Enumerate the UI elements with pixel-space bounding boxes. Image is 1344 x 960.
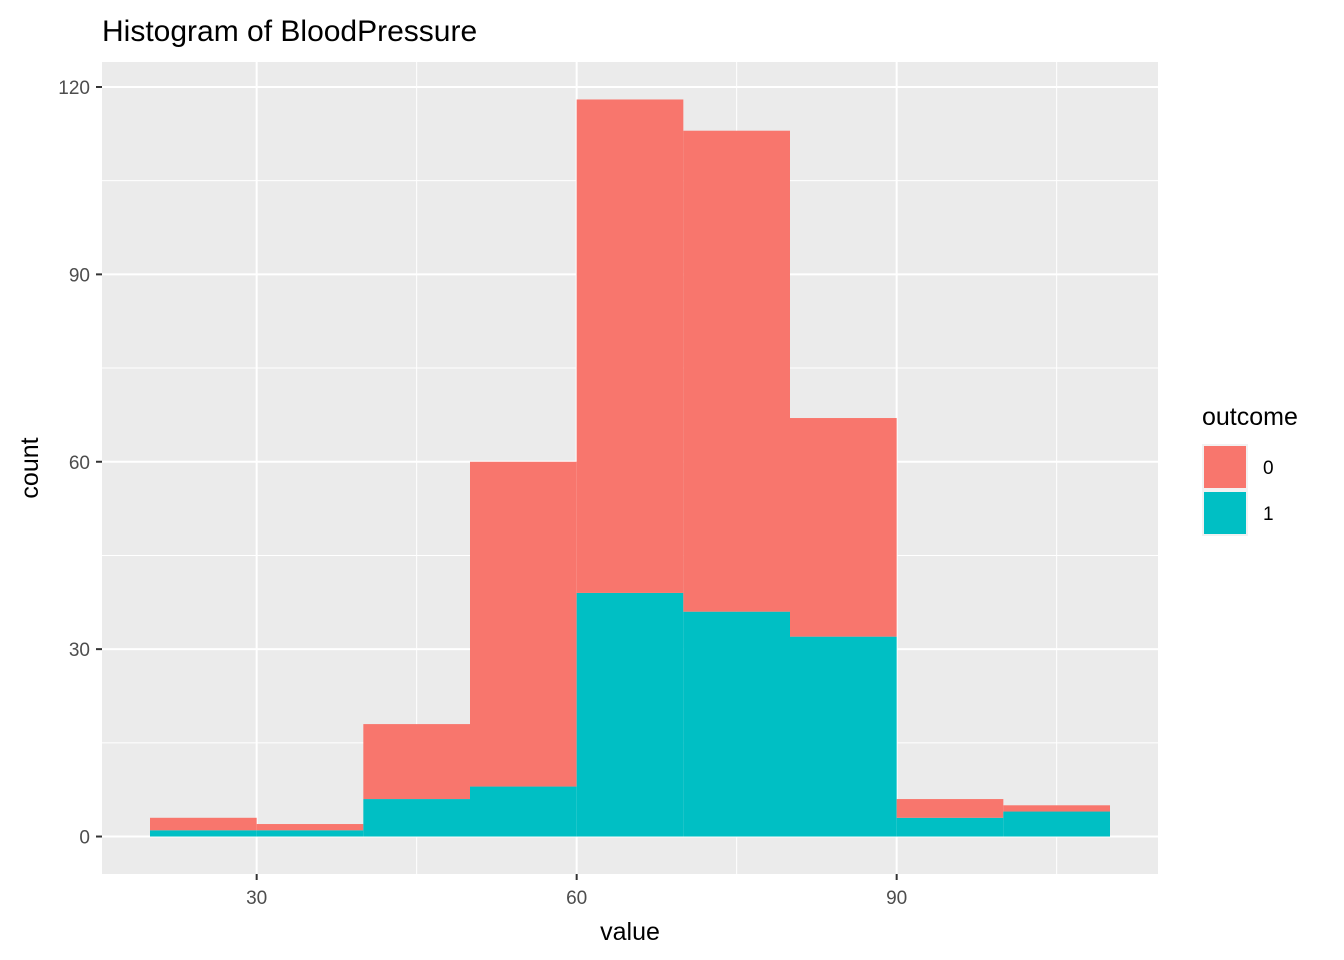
bar-outcome-1-bin-100 — [1003, 811, 1110, 837]
legend-title: outcome — [1202, 403, 1298, 431]
x-tick-label: 60 — [566, 888, 587, 909]
y-tick-label: 90 — [69, 265, 90, 286]
bar-outcome-1-bin-20 — [150, 830, 257, 837]
bar-outcome-0-bin-90 — [896, 799, 1004, 818]
legend: outcome 0 1 — [1202, 403, 1298, 536]
bar-outcome-0-bin-80 — [790, 418, 897, 637]
bar-outcome-0-bin-50 — [470, 461, 577, 787]
bar-outcome-1-bin-70 — [683, 611, 790, 837]
y-tick-label: 0 — [79, 828, 90, 849]
bar-outcome-0-bin-70 — [683, 130, 790, 612]
bar-outcome-1-bin-80 — [790, 636, 897, 837]
y-tick-label: 60 — [69, 453, 90, 474]
x-axis: 30 60 90 — [246, 874, 907, 909]
bar-outcome-1-bin-50 — [470, 786, 577, 837]
bar-outcome-1-bin-60 — [576, 592, 684, 837]
chart-title: Histogram of BloodPressure — [102, 15, 477, 48]
bar-outcome-0-bin-100 — [1003, 805, 1110, 812]
x-axis-title: value — [600, 918, 660, 946]
x-tick-label: 90 — [886, 888, 907, 909]
y-axis: 0 30 60 90 120 — [58, 78, 102, 849]
legend-label-1: 1 — [1263, 504, 1274, 525]
bar-outcome-0-bin-40 — [363, 724, 470, 800]
bar-outcome-0-bin-60 — [576, 99, 684, 593]
y-tick-label: 30 — [69, 640, 90, 661]
legend-swatch-0 — [1204, 446, 1246, 488]
y-tick-label: 120 — [58, 78, 90, 99]
bar-outcome-1-bin-40 — [363, 799, 470, 837]
bar-outcome-1-bin-30 — [256, 830, 364, 837]
bar-outcome-0-bin-20 — [150, 817, 257, 831]
legend-swatch-1 — [1204, 492, 1246, 534]
bar-outcome-0-bin-30 — [256, 824, 364, 831]
y-axis-title: count — [16, 437, 44, 498]
x-tick-label: 30 — [246, 888, 267, 909]
bar-outcome-1-bin-90 — [896, 817, 1004, 837]
legend-label-0: 0 — [1263, 458, 1274, 479]
bars-layer — [150, 99, 1110, 837]
